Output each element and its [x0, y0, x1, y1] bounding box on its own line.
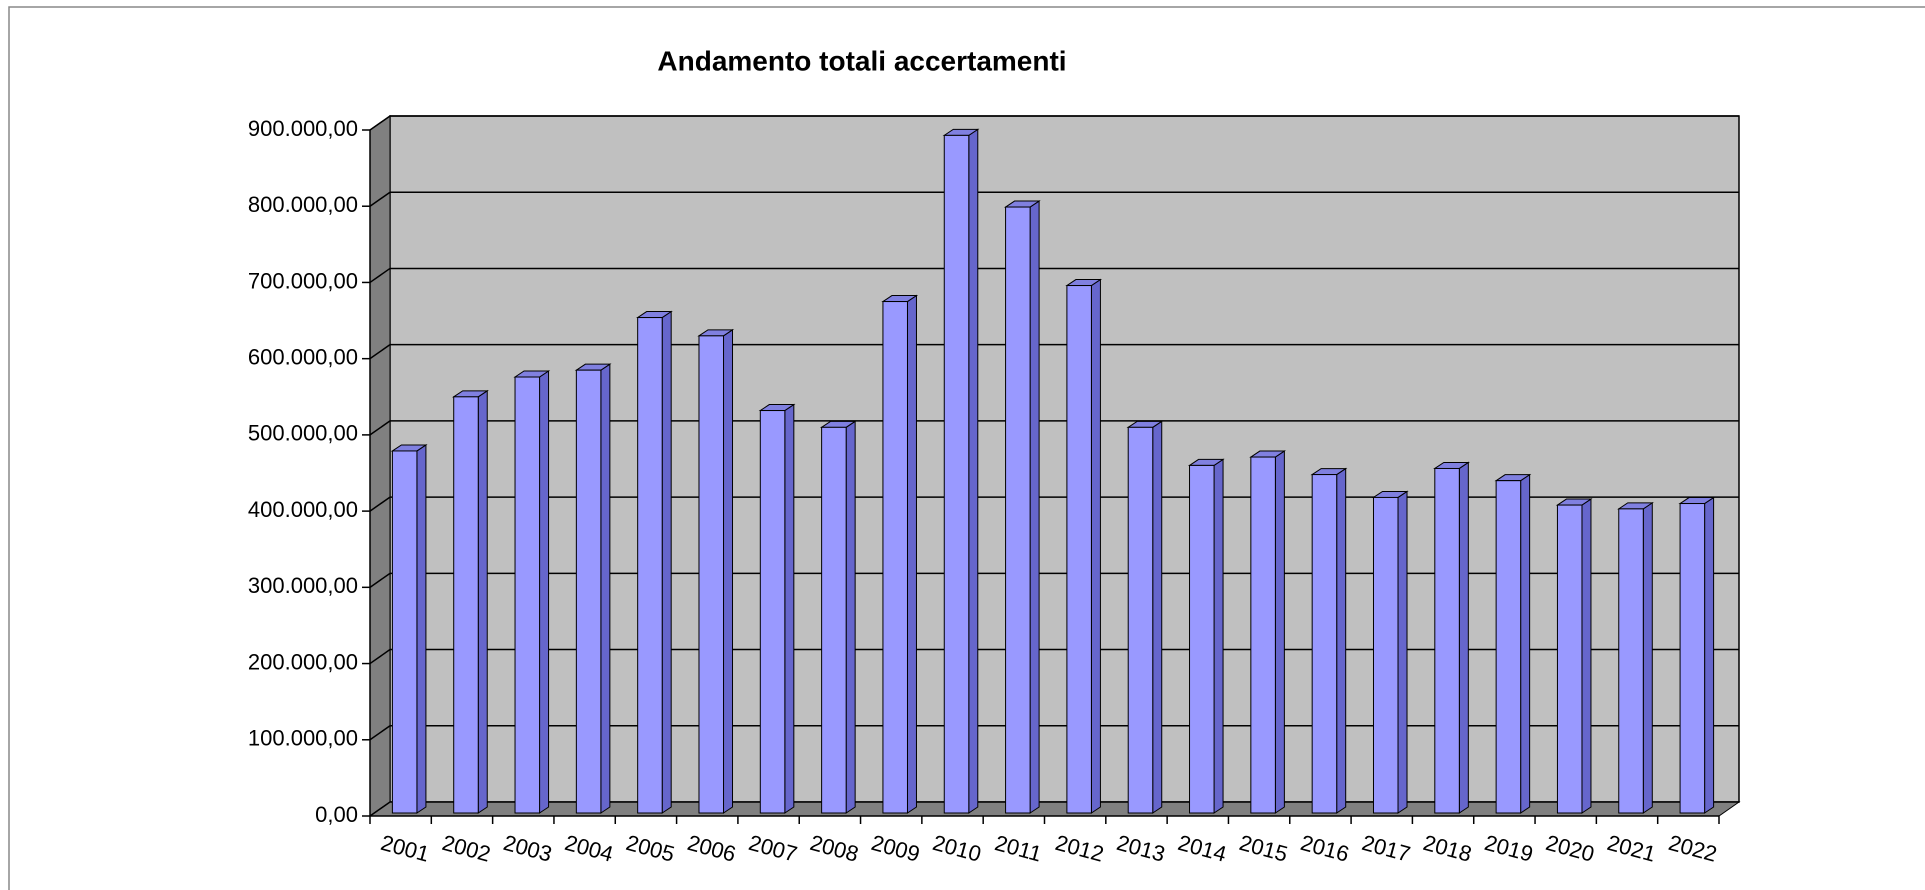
bar [1372, 496, 1399, 814]
y-tick-label: 600.000,00 [248, 344, 358, 369]
bar [637, 317, 663, 814]
bar [882, 301, 908, 814]
grid-line [369, 496, 1739, 512]
bar-side [600, 363, 611, 814]
chart-title: Andamento totali accertamenti [657, 45, 1066, 76]
bar-side [784, 403, 795, 814]
bar-side [1090, 278, 1101, 814]
bar [1189, 464, 1215, 814]
bar [575, 369, 602, 814]
side-wall [369, 115, 391, 817]
bar-side [845, 420, 856, 814]
grid-line [369, 343, 1739, 360]
bar-side [723, 328, 734, 814]
bar-side [1704, 496, 1715, 814]
bar-side [416, 444, 427, 814]
bar [391, 450, 418, 814]
bar [1250, 456, 1276, 814]
bar-side [1029, 200, 1040, 814]
y-tick-label: 300.000,00 [248, 573, 358, 598]
bar-side [1642, 501, 1653, 814]
grid-line [369, 648, 1739, 665]
bar-side [1336, 467, 1347, 814]
bar-side [906, 294, 917, 814]
bar-side [661, 310, 672, 814]
bar [1005, 206, 1031, 814]
bar [1127, 426, 1154, 814]
bar-side [1152, 420, 1163, 814]
bar [1679, 503, 1706, 814]
bar [1495, 480, 1522, 814]
grid-line [369, 725, 1739, 741]
bar-side [1397, 490, 1408, 814]
bar [759, 410, 786, 814]
grid-line [369, 572, 1739, 588]
bar-side [968, 128, 979, 814]
grid-line [369, 801, 1739, 817]
y-tick-label: 900.000,00 [248, 116, 358, 141]
bar-side [1581, 498, 1592, 814]
bar [698, 335, 725, 814]
y-tick-label: 700.000,00 [248, 268, 358, 293]
grid-line [369, 267, 1739, 284]
bar [514, 376, 541, 814]
y-tick-label: 800.000,00 [248, 192, 358, 217]
bar [943, 134, 970, 814]
y-tick-label: 0,00 [315, 802, 358, 827]
grid-line [369, 115, 1739, 131]
bar-side [477, 389, 488, 814]
grid-line [369, 191, 1739, 207]
y-tick-label: 400.000,00 [248, 497, 358, 522]
y-tick-label: 200.000,00 [248, 649, 358, 674]
y-tick-label: 500.000,00 [248, 421, 358, 446]
bar-side [539, 370, 550, 814]
bar [1311, 474, 1338, 814]
bar-side [1520, 473, 1531, 814]
bar [1618, 508, 1644, 814]
floor [368, 801, 1741, 817]
bar [1066, 285, 1092, 814]
bar [453, 396, 479, 814]
bar [821, 426, 847, 814]
bar [1556, 504, 1583, 814]
bar [1434, 467, 1460, 814]
bar-side [1213, 458, 1224, 814]
y-tick-label: 100.000,00 [248, 726, 358, 751]
bar-side [1458, 461, 1469, 814]
grid-line [369, 420, 1739, 436]
bar-side [1274, 450, 1285, 814]
